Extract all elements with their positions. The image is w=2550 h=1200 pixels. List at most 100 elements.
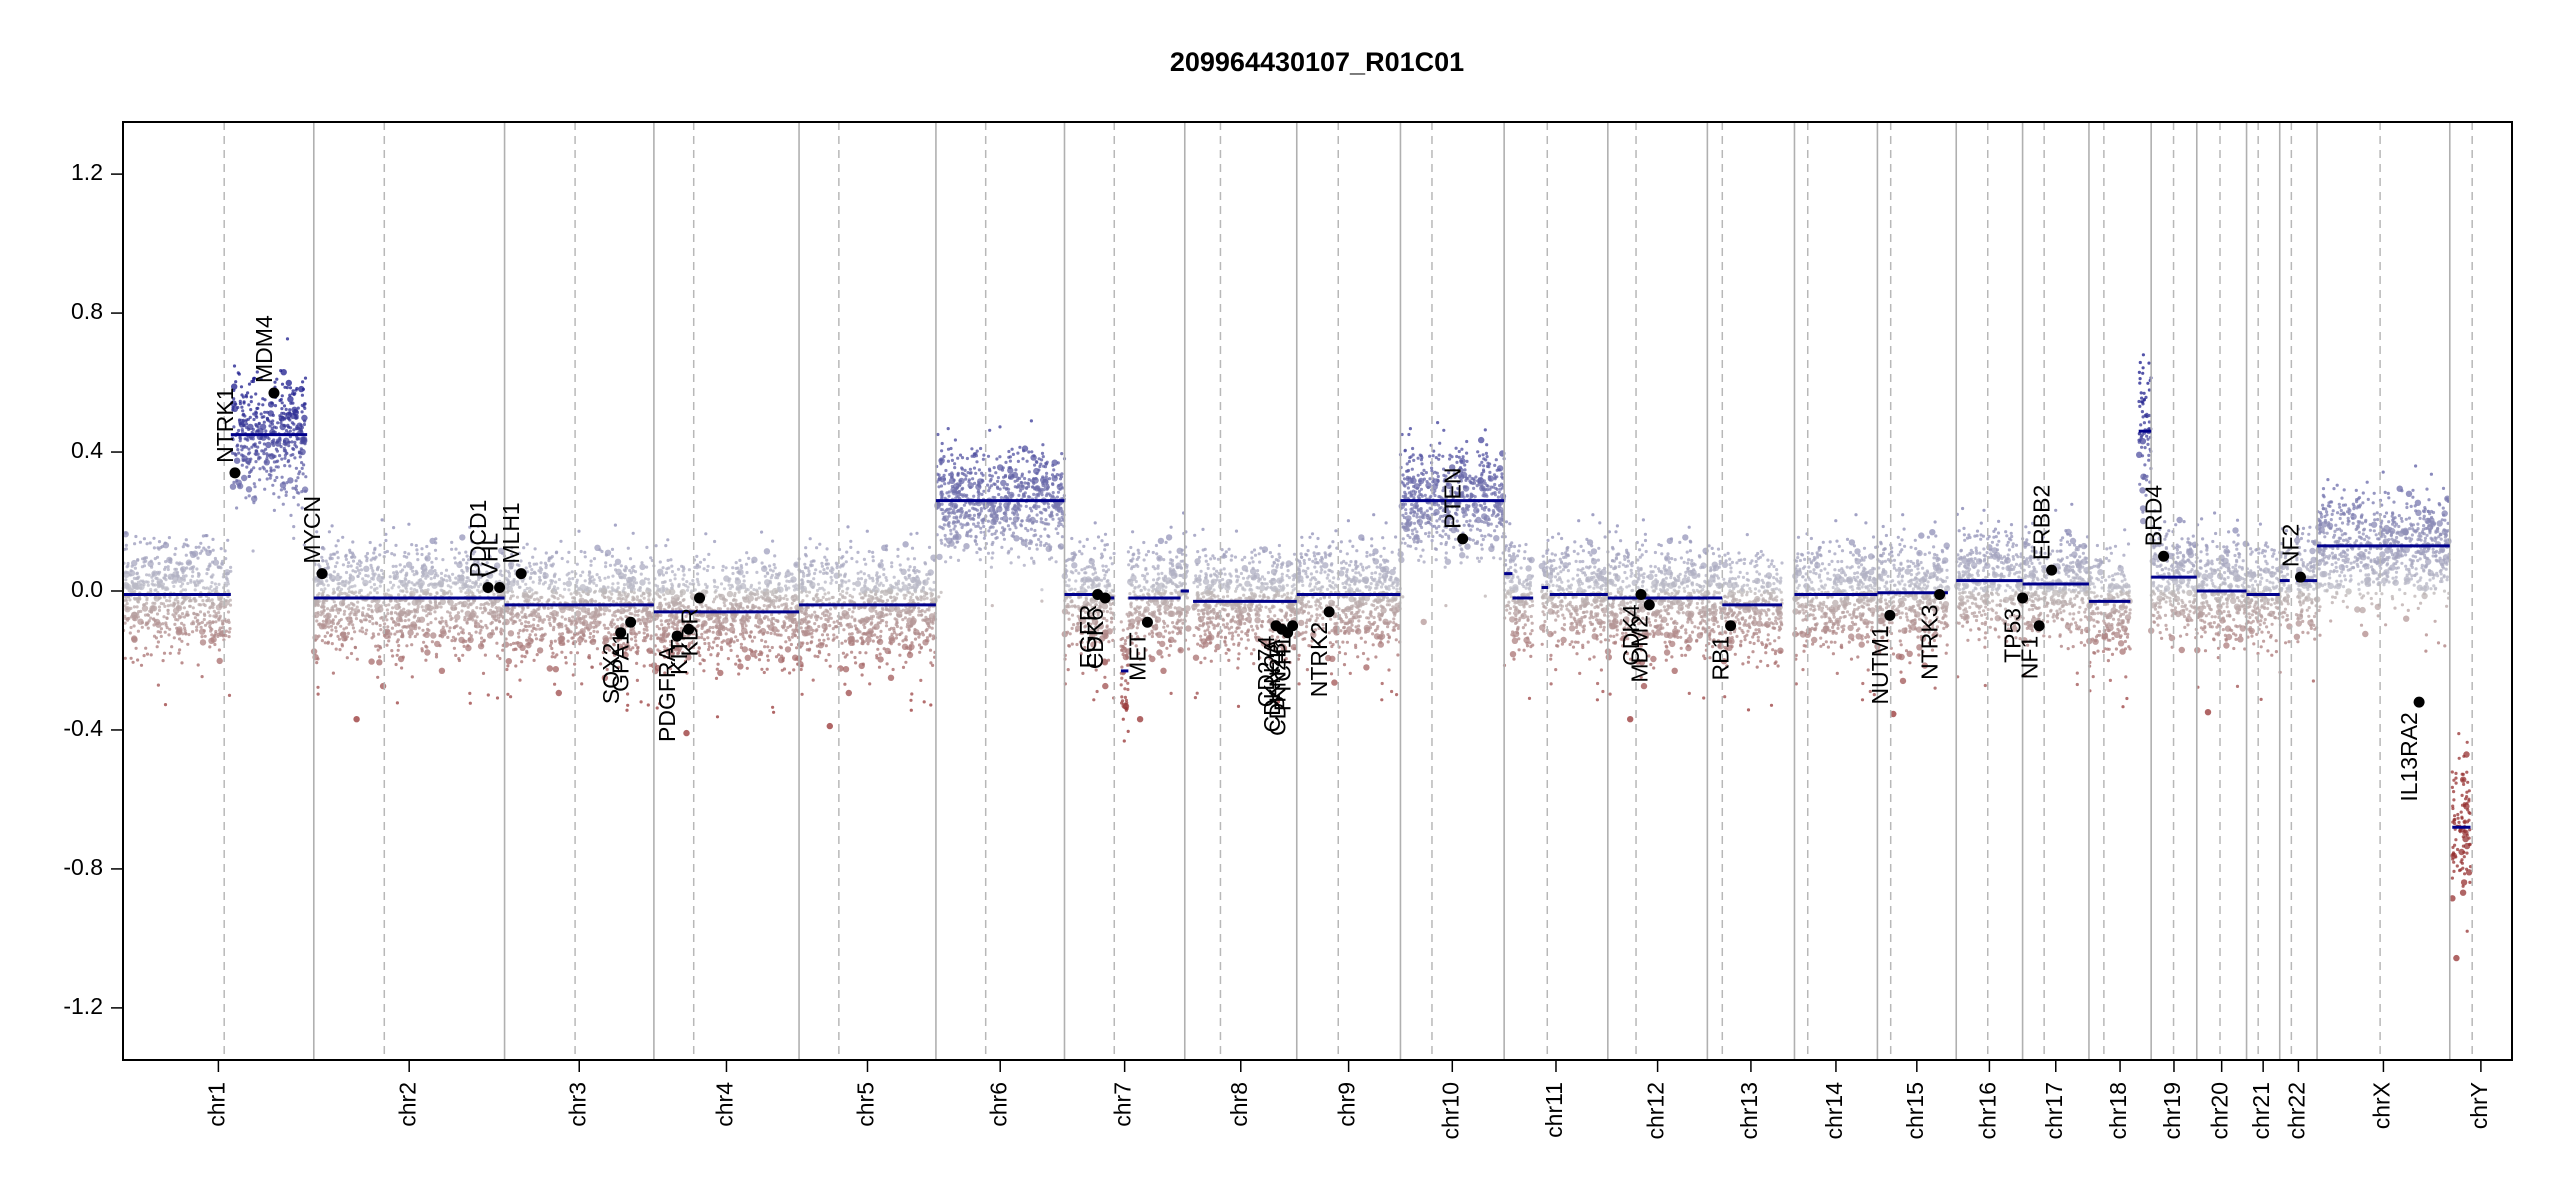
probe-point [429, 621, 433, 625]
probe-point [152, 571, 156, 575]
probe-point [556, 586, 560, 590]
probe-point [284, 451, 288, 455]
probe-point [506, 610, 510, 615]
probe-point [592, 557, 597, 561]
probe-point [422, 640, 426, 644]
probe-point [344, 626, 349, 630]
probe-point [531, 592, 535, 596]
probe-point [664, 571, 669, 575]
probe-point [359, 588, 363, 593]
probe-point [645, 625, 649, 629]
probe-point [530, 588, 534, 592]
probe-point [823, 580, 827, 584]
probe-point [825, 633, 830, 637]
probe-point [272, 508, 276, 512]
probe-point [850, 636, 855, 640]
probe-point [670, 564, 674, 568]
probe-point [298, 455, 302, 459]
probe-point [155, 555, 160, 559]
probe-point [888, 595, 893, 599]
probe-point [244, 496, 248, 500]
probe-point [286, 460, 290, 464]
probe-point [397, 593, 401, 597]
probe-point [463, 615, 467, 620]
probe-point [397, 585, 401, 589]
probe-point [573, 662, 577, 666]
probe-point [380, 568, 384, 573]
probe-point [563, 617, 568, 621]
probe-point [705, 568, 710, 573]
probe-point [828, 612, 832, 616]
probe-point [749, 592, 753, 596]
probe-point [135, 586, 139, 590]
probe-point [240, 448, 244, 452]
probe-point [619, 607, 626, 615]
probe-point [138, 597, 142, 601]
probe-point [378, 655, 382, 659]
probe-point [722, 617, 729, 624]
probe-point [464, 584, 468, 589]
probe-point [228, 603, 233, 607]
probe-point [742, 637, 746, 641]
probe-point [824, 644, 828, 648]
probe-point [466, 644, 470, 648]
probe-point [363, 565, 370, 572]
probe-point [528, 633, 532, 637]
probe-point [713, 637, 717, 641]
probe-point [646, 648, 650, 652]
probe-point [492, 592, 496, 597]
probe-point [420, 605, 424, 609]
probe-point [247, 447, 251, 451]
probe-point [450, 540, 454, 545]
probe-point [656, 614, 660, 618]
probe-point [280, 382, 285, 386]
probe-point [507, 630, 515, 637]
probe-point [355, 657, 359, 661]
probe-point [636, 646, 640, 650]
probe-point [594, 544, 601, 551]
probe-point [247, 474, 251, 478]
probe-point [146, 583, 150, 587]
probe-point [331, 608, 335, 612]
probe-point [212, 559, 220, 566]
probe-point [397, 602, 401, 606]
probe-point [531, 580, 535, 584]
probe-point [434, 652, 439, 657]
probe-point [765, 667, 769, 671]
probe-point [676, 567, 681, 571]
probe-point [457, 632, 461, 636]
probe-point [386, 612, 390, 616]
probe-point [916, 597, 920, 601]
probe-point [165, 586, 169, 590]
probe-point [726, 607, 730, 611]
probe-point [642, 631, 646, 635]
probe-point [134, 534, 138, 539]
probe-point [626, 592, 630, 597]
probe-point [442, 578, 446, 582]
probe-point [495, 696, 500, 700]
probe-point [384, 532, 388, 536]
probe-point [577, 636, 584, 643]
probe-point [132, 624, 136, 628]
probe-point [393, 599, 397, 603]
probe-point [398, 617, 402, 622]
probe-point [210, 603, 214, 607]
probe-point [253, 485, 257, 489]
probe-point [575, 651, 580, 655]
probe-point [280, 415, 284, 419]
probe-point [132, 605, 136, 609]
probe-point [202, 617, 206, 622]
probe-point [799, 626, 803, 630]
probe-point [598, 620, 602, 625]
probe-point [250, 468, 254, 472]
probe-point [750, 650, 757, 658]
probe-point [393, 611, 398, 615]
probe-point [721, 628, 726, 632]
probe-point [771, 569, 775, 573]
probe-point [1060, 535, 1064, 539]
probe-point [217, 611, 221, 615]
probe-point [284, 490, 288, 494]
probe-point [944, 468, 948, 473]
probe-point [667, 625, 671, 629]
probe-point [553, 682, 557, 686]
